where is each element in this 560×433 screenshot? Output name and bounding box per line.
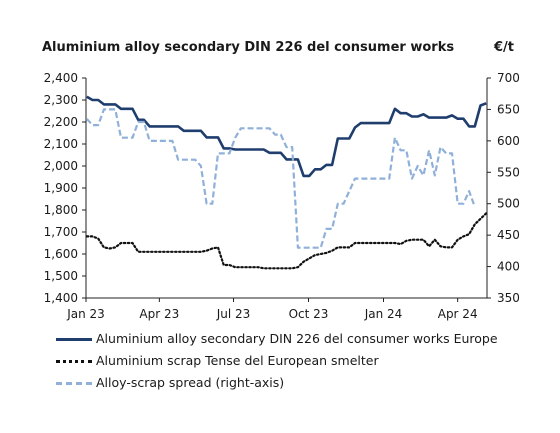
- left-tick-label: 2,400: [44, 71, 78, 85]
- right-tick-label: 650: [497, 102, 520, 116]
- legend-swatch-spread: [56, 381, 92, 385]
- right-tick-label: 450: [497, 228, 520, 242]
- right-tick-label: 700: [497, 71, 520, 85]
- legend-label-spread: Alloy-scrap spread (right-axis): [96, 375, 285, 390]
- chart-title: Aluminium alloy secondary DIN 226 del co…: [42, 40, 455, 55]
- left-tick-label: 2,100: [44, 137, 78, 151]
- right-tick-label: 350: [497, 291, 520, 305]
- right-tick-label: 500: [497, 197, 520, 211]
- legend-label-alloy: Aluminium alloy secondary DIN 226 del co…: [96, 331, 498, 346]
- left-tick-label: 2,200: [44, 115, 78, 129]
- legend-swatch-alloy: [56, 337, 92, 341]
- left-tick-label: 1,600: [44, 247, 78, 261]
- series-layer: [85, 95, 488, 270]
- axes: 1,400 1,500 1,600 1,700 1,800 1,900 2,000 2,100…: [44, 71, 520, 321]
- left-tick-label: 1,900: [44, 181, 78, 195]
- left-tick-label: 1,500: [44, 269, 78, 283]
- legend: Aluminium alloy secondary DIN 226 del co…: [56, 328, 498, 394]
- right-tick-label: 550: [497, 165, 520, 179]
- x-tick-label: Jan 23: [66, 307, 105, 321]
- alloy-price-line: [86, 95, 487, 178]
- left-tick-label: 1,800: [44, 203, 78, 217]
- left-tick-label: 2,000: [44, 159, 78, 173]
- x-tick-label: Apr 23: [139, 307, 179, 321]
- x-tick-label: Jan 24: [364, 307, 403, 321]
- x-tick-label: Oct 23: [289, 307, 329, 321]
- right-tick-label: 400: [497, 260, 520, 274]
- left-tick-label: 1,400: [44, 291, 78, 305]
- legend-label-scrap: Aluminium scrap Tense del European smelt…: [96, 353, 379, 368]
- left-tick-label: 1,700: [44, 225, 78, 239]
- x-tick-label: Jul 23: [216, 307, 251, 321]
- right-tick-label: 600: [497, 134, 520, 148]
- legend-swatch-scrap: [56, 359, 92, 363]
- legend-item-alloy: Aluminium alloy secondary DIN 226 del co…: [56, 328, 498, 350]
- right-axis-unit-label: €/t: [494, 40, 515, 55]
- legend-item-spread: Alloy-scrap spread (right-axis): [56, 372, 498, 394]
- left-tick-label: 2,300: [44, 93, 78, 107]
- scrap-price-line: [85, 212, 488, 270]
- x-tick-label: Apr 24: [438, 307, 478, 321]
- spread-line: [85, 108, 476, 249]
- legend-item-scrap: Aluminium scrap Tense del European smelt…: [56, 350, 498, 372]
